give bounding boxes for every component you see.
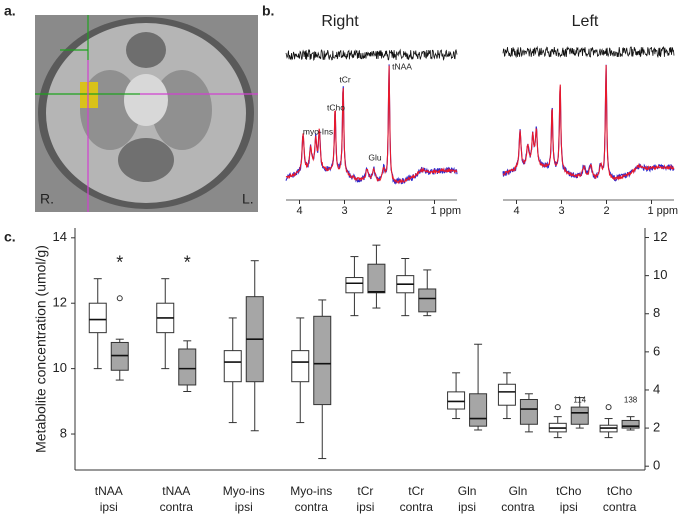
x-tick-label: Myo-ins bbox=[290, 484, 332, 498]
y-tick-label: 12 bbox=[53, 295, 67, 310]
y-axis-label: Metabolite concentration (umol/g) bbox=[33, 245, 49, 453]
x-tick-label: 3 bbox=[558, 205, 564, 217]
x-tick-label: tCr bbox=[357, 484, 373, 498]
x-tick-label: contra bbox=[400, 500, 434, 514]
x-tick-label: 4 bbox=[296, 205, 302, 217]
panel-label: b. bbox=[262, 3, 274, 19]
peak-label: tNAA bbox=[392, 61, 412, 71]
x-tick-label: tNAA bbox=[162, 484, 190, 498]
x-tick-label: 4 bbox=[513, 205, 519, 217]
y-tick-label: 6 bbox=[653, 343, 660, 358]
spectrum-fit bbox=[285, 65, 458, 185]
box bbox=[223, 350, 242, 383]
box bbox=[570, 406, 589, 425]
y-tick-label: 0 bbox=[653, 458, 660, 473]
box bbox=[88, 302, 107, 334]
x-tick-label: contra bbox=[501, 500, 535, 514]
box bbox=[178, 348, 197, 386]
peak-label: Glu bbox=[368, 152, 382, 162]
box bbox=[291, 350, 310, 383]
box bbox=[469, 393, 488, 427]
box bbox=[345, 277, 364, 294]
mri-structure bbox=[124, 74, 168, 126]
y-tick-label: 2 bbox=[653, 420, 660, 435]
annotation: * bbox=[116, 253, 123, 273]
x-tick-label: 1 ppm bbox=[431, 205, 462, 217]
x-tick-label: ipsi bbox=[235, 500, 253, 514]
x-tick-label: ipsi bbox=[356, 500, 374, 514]
x-tick-label: tNAA bbox=[95, 484, 123, 498]
x-tick-label: ipsi bbox=[100, 500, 118, 514]
outlier bbox=[554, 404, 561, 411]
mri-side-label: R. bbox=[40, 191, 54, 207]
y-tick-label: 8 bbox=[60, 425, 67, 440]
annotation: 138 bbox=[624, 396, 638, 405]
x-tick-label: Gln bbox=[509, 484, 528, 498]
x-tick-label: tCho bbox=[607, 484, 633, 498]
x-tick-label: 2 bbox=[386, 205, 392, 217]
box bbox=[447, 391, 466, 410]
x-tick-label: Gln bbox=[458, 484, 477, 498]
box bbox=[519, 398, 538, 425]
residual bbox=[285, 48, 458, 62]
peak-label: myo-Ins bbox=[303, 126, 333, 136]
box bbox=[367, 263, 386, 294]
spectrum-title: Right bbox=[321, 13, 359, 30]
mri-structure bbox=[126, 32, 166, 68]
y-tick-label: 4 bbox=[653, 381, 660, 396]
x-tick-label: tCho bbox=[556, 484, 582, 498]
mri-voxel bbox=[80, 82, 98, 108]
outlier bbox=[116, 295, 123, 302]
y-tick-label: 14 bbox=[53, 229, 67, 244]
x-tick-label: 3 bbox=[341, 205, 347, 217]
mri-side-label: L. bbox=[242, 191, 254, 207]
mri-image: R. L. bbox=[35, 15, 258, 212]
box bbox=[110, 341, 129, 371]
y-tick-label: 10 bbox=[53, 360, 67, 375]
y-tick-label: 10 bbox=[653, 267, 667, 282]
y-tick-label: 12 bbox=[653, 229, 667, 244]
box bbox=[313, 315, 332, 406]
mri-structure bbox=[118, 138, 174, 182]
mri-structure bbox=[152, 70, 212, 150]
peak-label: tCr bbox=[339, 74, 351, 84]
panel-label: c. bbox=[4, 229, 16, 245]
spectrum-title: Left bbox=[572, 13, 599, 30]
x-tick-label: ipsi bbox=[560, 500, 578, 514]
spectrum-fit bbox=[502, 64, 675, 182]
spectrum-measured bbox=[285, 64, 458, 185]
x-tick-label: 2 bbox=[603, 205, 609, 217]
y-tick-label: 8 bbox=[653, 305, 660, 320]
x-tick-label: 1 ppm bbox=[648, 205, 679, 217]
panel-label: a. bbox=[4, 3, 16, 19]
peak-label: tCho bbox=[327, 102, 345, 112]
residual bbox=[502, 45, 675, 59]
box bbox=[621, 419, 640, 429]
annotation: * bbox=[184, 253, 191, 273]
box bbox=[497, 383, 516, 406]
box bbox=[418, 288, 437, 313]
outlier bbox=[605, 404, 612, 411]
annotation: 114 bbox=[573, 396, 586, 405]
x-tick-label: contra bbox=[160, 500, 194, 514]
x-tick-label: contra bbox=[603, 500, 637, 514]
x-tick-label: contra bbox=[295, 500, 329, 514]
x-tick-label: Myo-ins bbox=[223, 484, 265, 498]
x-tick-label: ipsi bbox=[458, 500, 476, 514]
x-tick-label: tCr bbox=[408, 484, 424, 498]
spectrum-measured bbox=[502, 64, 675, 182]
